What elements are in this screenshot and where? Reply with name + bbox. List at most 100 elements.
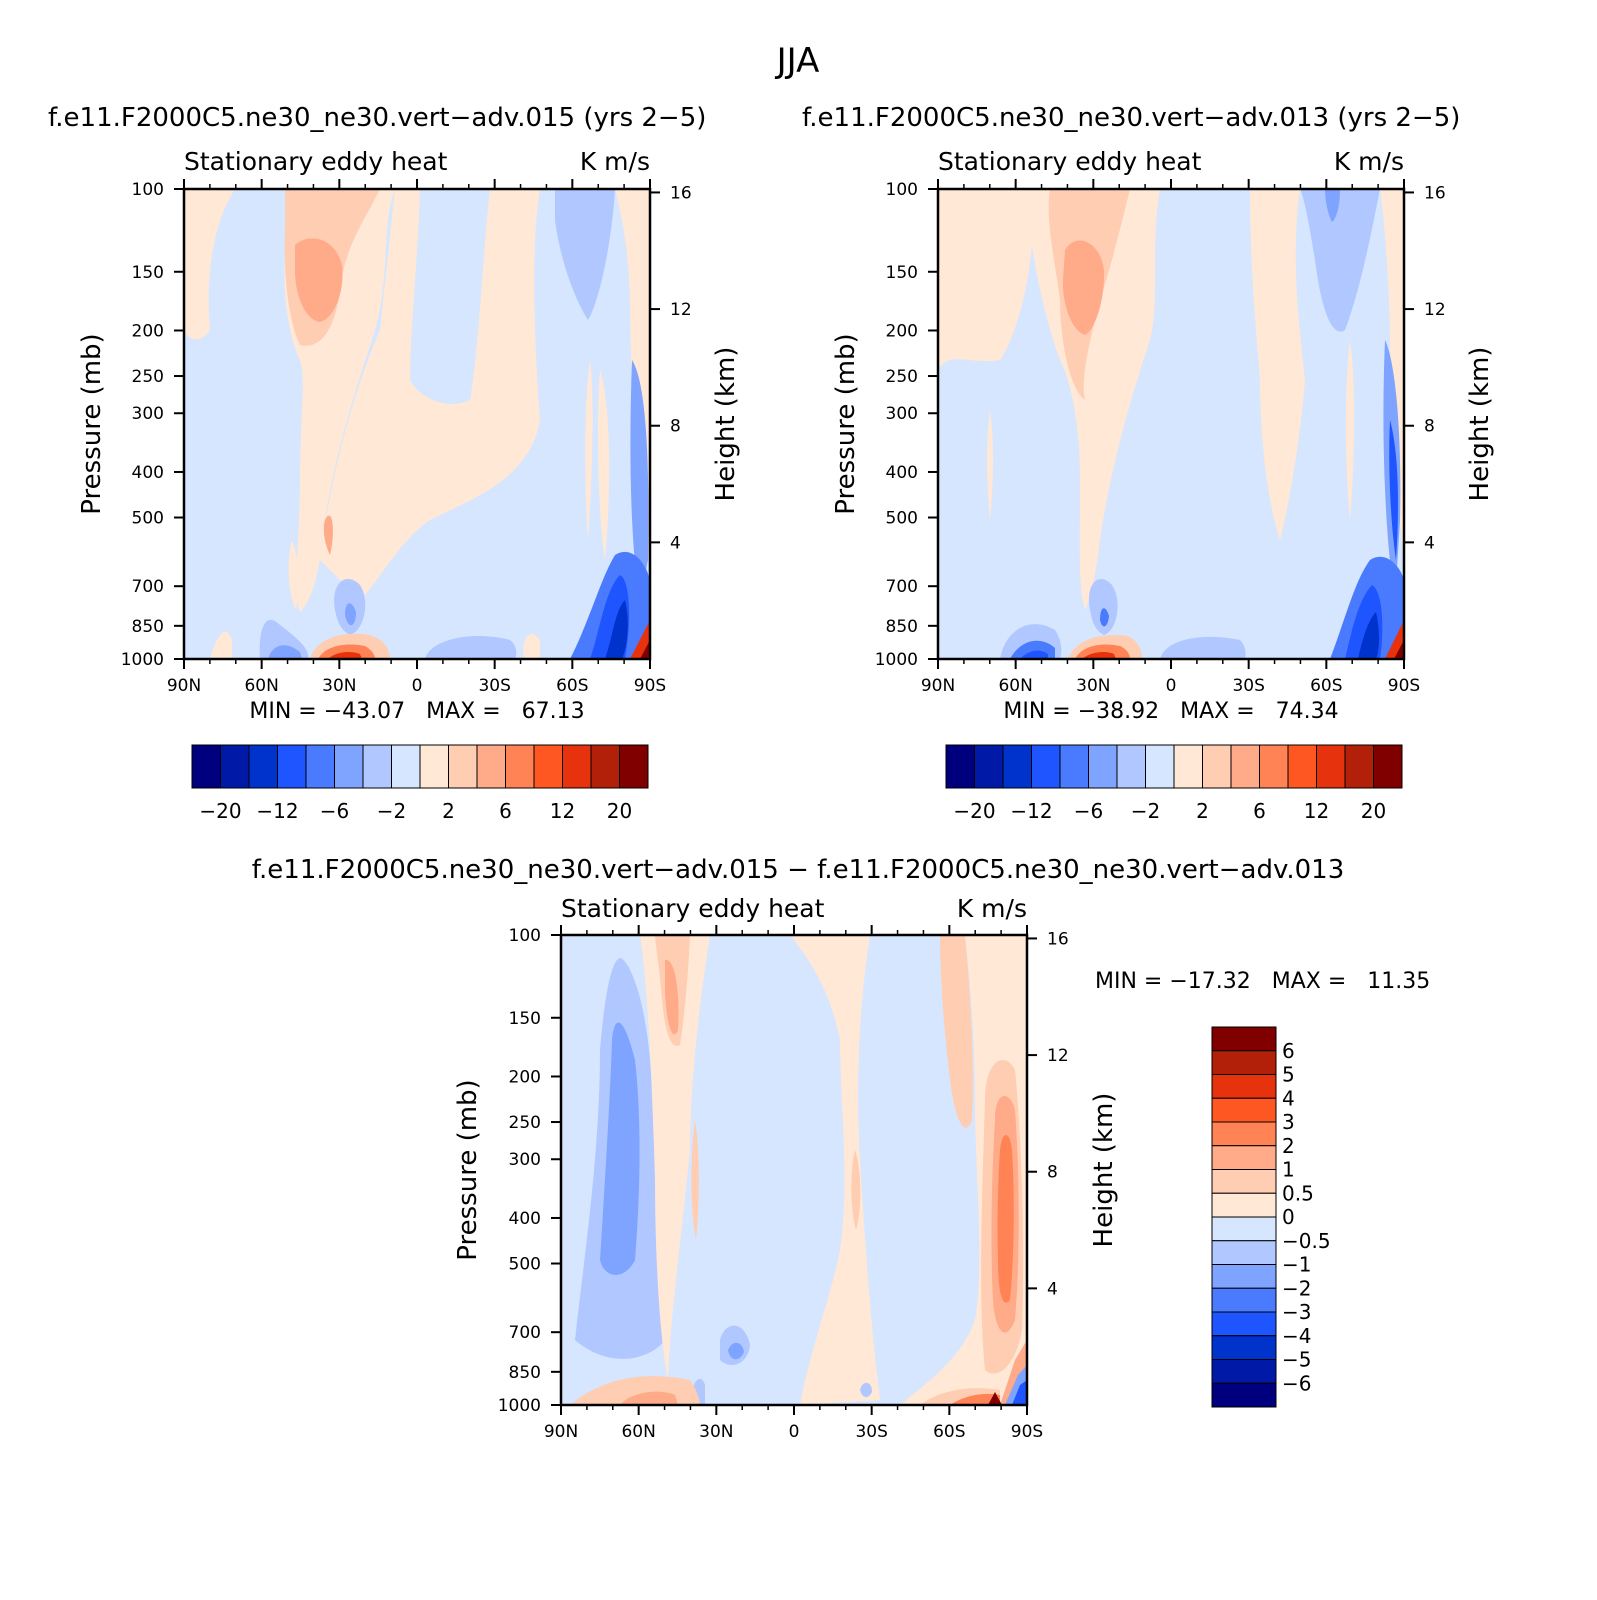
colorbar-box <box>1173 744 1203 789</box>
y-right-tick-label: 4 <box>670 533 681 553</box>
colorbar-box <box>1211 1026 1277 1052</box>
y-right-tick-label: 12 <box>1424 300 1446 320</box>
y-tick-label: 500 <box>509 1255 541 1275</box>
x-tick-label: 60S <box>933 1422 965 1442</box>
x-tick-label: 0 <box>789 1422 800 1442</box>
y-right-tick-label: 16 <box>1047 929 1069 949</box>
y-right-tick-label: 12 <box>670 300 692 320</box>
x-tick-label: 30S <box>1232 676 1264 696</box>
colorbar-box <box>1211 1145 1277 1170</box>
x-tick-label: 90S <box>1011 1422 1043 1442</box>
x-tick-label: 0 <box>412 676 423 696</box>
colorbar-label: −12 <box>1010 799 1052 823</box>
y-tick-label: 500 <box>132 509 164 529</box>
y-tick-label: 300 <box>509 1150 541 1170</box>
y-tick-label: 1000 <box>121 650 164 670</box>
colorbar-label: 6 <box>1253 799 1266 823</box>
colorbar-box <box>248 744 278 789</box>
colorbar-box <box>562 744 592 789</box>
x-tick-label: 30N <box>1076 676 1110 696</box>
figure-title: JJA <box>775 41 820 81</box>
colorbar-box <box>619 744 649 789</box>
y-tick-label: 250 <box>132 367 164 387</box>
y-right-tick-label: 16 <box>670 183 692 203</box>
y-tick-label: 400 <box>132 463 164 483</box>
panel-diff-variable: Stationary eddy heat <box>561 894 825 923</box>
panel-left-ylabel: Pressure (mb) <box>77 333 107 514</box>
colorbar-box <box>945 744 975 789</box>
colorbar-box <box>1211 1074 1277 1099</box>
panel-left-colorbar: −20 −12 −6 −2 2 6 12 20 <box>191 744 649 823</box>
panel-left-axes: 90N 60N 30N 0 30S 60S 90S 100 150 200 250 300 400 500… <box>121 179 692 696</box>
colorbar-box <box>1145 744 1175 789</box>
colorbar-box <box>362 744 392 789</box>
panel-diff: f.e11.F2000C5.ne30_ne30.vert−adv.015 − f… <box>252 855 1430 1442</box>
x-tick-label: 60N <box>621 1422 655 1442</box>
y-tick-label: 400 <box>886 463 918 483</box>
colorbar-box <box>1211 1216 1277 1242</box>
colorbar-box <box>974 744 1004 789</box>
colorbar-box <box>1211 1169 1277 1194</box>
colorbar-label: 2 <box>1282 1134 1295 1158</box>
panel-right-title: f.e11.F2000C5.ne30_ne30.vert−adv.013 (yr… <box>802 103 1460 133</box>
colorbar-box <box>277 744 307 789</box>
x-tick-label: 60N <box>244 676 278 696</box>
x-tick-label: 30N <box>322 676 356 696</box>
panel-diff-axes: 90N 60N 30N 0 30S 60S 90S 100 150 200 250 300 400 500… <box>498 925 1069 1442</box>
colorbar-label: 12 <box>1304 799 1329 823</box>
colorbar-label: 6 <box>499 799 512 823</box>
colorbar-box <box>191 744 221 789</box>
colorbar-box <box>1002 744 1032 789</box>
colorbar-box <box>1211 1359 1277 1384</box>
y-tick-label: 1000 <box>498 1396 541 1416</box>
colorbar-box <box>1211 1382 1277 1408</box>
colorbar-box <box>1316 744 1346 789</box>
y-tick-label: 700 <box>509 1323 541 1343</box>
y-tick-label: 200 <box>132 321 164 341</box>
panel-left-minmax: MIN = −43.07 MAX = 67.13 <box>249 699 584 724</box>
x-tick-label: 90N <box>921 676 955 696</box>
x-tick-label: 90S <box>634 676 666 696</box>
colorbar-box <box>305 744 335 789</box>
colorbar-box <box>1059 744 1089 789</box>
colorbar-box <box>1202 744 1232 789</box>
colorbar-box <box>448 744 478 789</box>
y-tick-label: 100 <box>886 180 918 200</box>
y-right-tick-label: 16 <box>1424 183 1446 203</box>
colorbar-box <box>1211 1287 1277 1313</box>
y-right-tick-label: 8 <box>1047 1163 1058 1183</box>
y-tick-label: 200 <box>886 321 918 341</box>
y-tick-label: 250 <box>886 367 918 387</box>
x-tick-label: 60N <box>998 676 1032 696</box>
panel-diff-minmax: MIN = −17.32 MAX = 11.35 <box>1095 969 1430 994</box>
colorbar-box <box>1211 1050 1277 1075</box>
colorbar-label: 0.5 <box>1282 1181 1314 1205</box>
panel-left-variable: Stationary eddy heat <box>184 147 448 176</box>
y-right-tick-label: 4 <box>1047 1279 1058 1299</box>
colorbar-box <box>1230 744 1260 789</box>
colorbar-label: −4 <box>1282 1324 1311 1348</box>
colorbar-label: −6 <box>1074 799 1103 823</box>
x-tick-label: 60S <box>1310 676 1342 696</box>
panel-diff-units: K m/s <box>957 894 1027 923</box>
colorbar-box <box>334 744 364 789</box>
panel-right-field <box>938 189 1404 659</box>
y-tick-label: 300 <box>886 404 918 424</box>
panel-diff-ylabel: Pressure (mb) <box>453 1079 483 1260</box>
colorbar-label: −20 <box>953 799 995 823</box>
panel-right-minmax: MIN = −38.92 MAX = 74.34 <box>1003 699 1338 724</box>
panel-right-axes: 90N 60N 30N 0 30S 60S 90S 100 150 200 250 300 400 500… <box>875 179 1446 696</box>
colorbar-label: −12 <box>256 799 298 823</box>
colorbar-label: 3 <box>1282 1110 1295 1134</box>
y-tick-label: 150 <box>509 1009 541 1029</box>
colorbar-box <box>1116 744 1146 789</box>
colorbar-box <box>1031 744 1061 789</box>
panel-left: f.e11.F2000C5.ne30_ne30.vert−adv.015 (yr… <box>48 103 741 823</box>
colorbar-label: 4 <box>1282 1086 1295 1110</box>
colorbar-box <box>505 744 535 789</box>
panel-left-title: f.e11.F2000C5.ne30_ne30.vert−adv.015 (yr… <box>48 103 706 133</box>
y-tick-label: 150 <box>132 263 164 283</box>
colorbar-label: −2 <box>377 799 406 823</box>
x-tick-label: 30N <box>699 1422 733 1442</box>
